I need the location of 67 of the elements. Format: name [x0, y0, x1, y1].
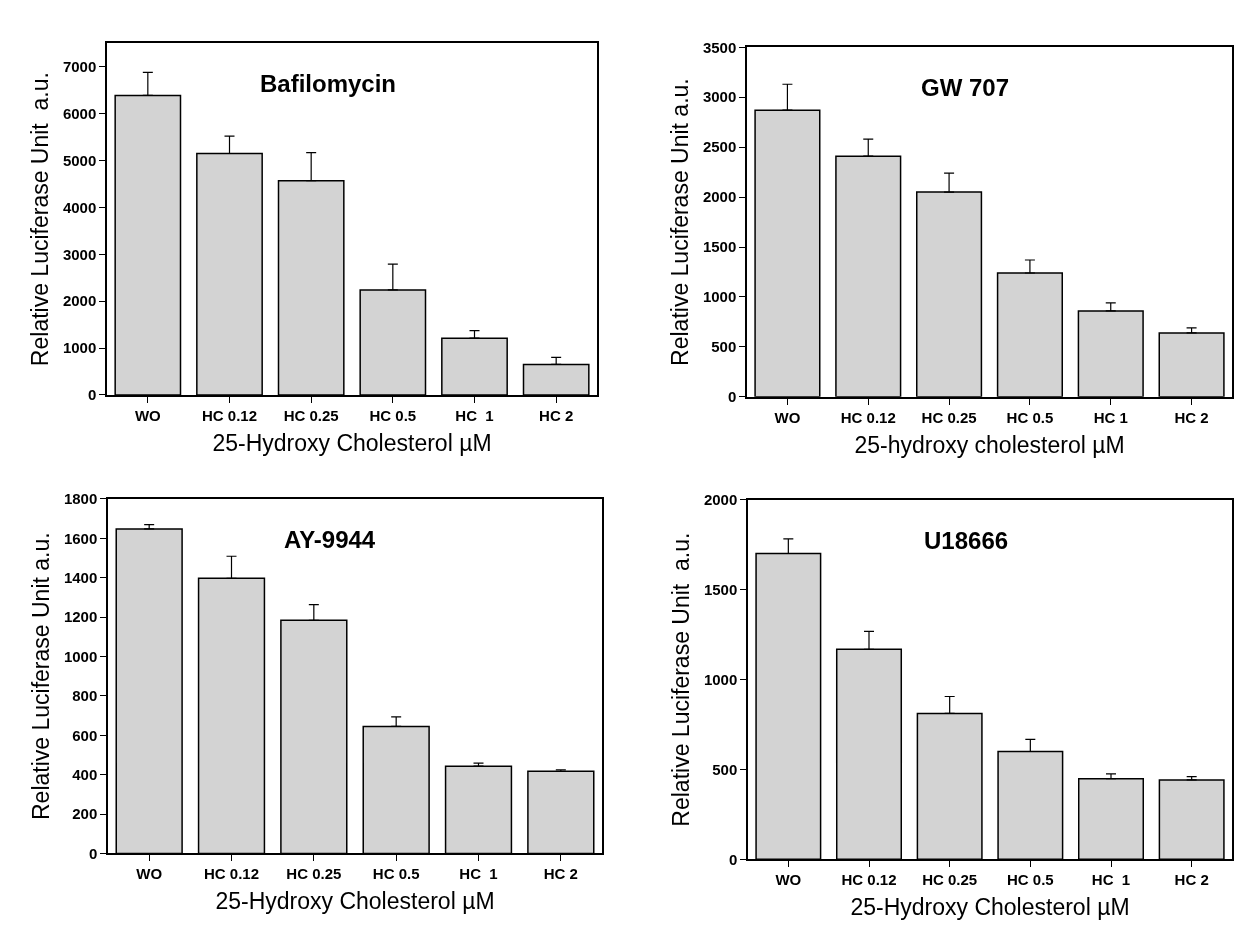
y-tick-label: 1500 [702, 238, 737, 256]
y-tick-label: 1600 [63, 529, 98, 547]
y-tick-label: 1200 [63, 608, 98, 626]
x-tick-label: HC 0.5 [369, 406, 417, 424]
text: Bafilomycin [260, 70, 397, 97]
y-tick-label: 3500 [702, 38, 737, 56]
y-tick-label: 3000 [702, 88, 737, 106]
x-tick-label: HC 2 [1174, 408, 1209, 426]
y-tick-label: 1000 [703, 670, 738, 688]
y-tick-label: 2000 [62, 292, 97, 310]
y-tick-label: 1000 [702, 288, 737, 306]
y-tick-label: 2000 [703, 491, 738, 509]
x-tick-label: HC 2 [539, 406, 574, 424]
x-tick-label: HC 0.25 [286, 865, 342, 883]
y-tick-label: 500 [712, 760, 738, 778]
x-tick-label: HC 0.12 [201, 406, 258, 424]
y-tick-label: 7000 [62, 58, 97, 76]
y-tick-label: 0 [87, 386, 97, 404]
x-tick-label: WO [775, 871, 802, 889]
x-tick-label: HC 0.25 [922, 871, 978, 889]
x-tick-label: HC 1 [1091, 871, 1131, 889]
y-tick-label: 4000 [62, 198, 97, 216]
x-tick-label: HC 0.25 [921, 408, 977, 426]
y-tick-label: 1800 [63, 490, 98, 508]
y-axis-title: Relative Luciferase Unit a.u. [666, 78, 693, 366]
x-tick-label: HC 1 [455, 406, 494, 424]
x-tick-label: HC 2 [1174, 871, 1209, 889]
y-tick-label: 1500 [703, 581, 738, 599]
x-tick-label: WO [136, 865, 163, 883]
y-tick-label: 500 [711, 338, 737, 356]
x-tick-label: HC 0.12 [840, 408, 896, 426]
x-tick-label: HC 1 [1093, 408, 1128, 426]
x-tick-label: HC 1 [459, 865, 498, 883]
text: U18666 [924, 527, 1009, 554]
y-tick-label: 0 [88, 844, 98, 862]
y-tick-label: 1400 [63, 568, 98, 586]
x-tick-label: HC 0.12 [203, 865, 260, 883]
text: GW 707 [921, 74, 1010, 101]
x-tick-label: WO [774, 408, 801, 426]
y-tick-label: 2000 [702, 188, 737, 206]
y-tick-label: 400 [72, 765, 98, 783]
y-tick-label: 5000 [62, 151, 97, 169]
x-axis-title: 25-hydroxy cholesterol µM [854, 431, 1125, 458]
y-tick-label: 0 [727, 388, 737, 406]
x-tick-label: HC 0.5 [372, 865, 420, 883]
y-tick-label: 3000 [62, 245, 97, 263]
y-tick-label: 6000 [62, 104, 97, 122]
y-axis-title: Relative Luciferase Unit a.u. [26, 72, 53, 367]
y-tick-label: 200 [72, 805, 98, 823]
x-tick-label: HC 0.25 [283, 406, 339, 424]
y-tick-label: 600 [72, 726, 98, 744]
y-tick-label: 2500 [702, 138, 737, 156]
y-tick-label: 800 [72, 687, 98, 705]
y-tick-label: 0 [728, 850, 738, 868]
y-tick-label: 1000 [63, 647, 98, 665]
y-tick-label: 1000 [62, 339, 97, 357]
text: AY-9944 [284, 526, 376, 553]
x-axis-title: 25-Hydroxy Cholesterol µM [212, 429, 492, 456]
x-tick-label: WO [134, 406, 162, 424]
x-axis-title: 25-Hydroxy Cholesterol µM [215, 888, 495, 915]
x-tick-label: HC 0.5 [1006, 871, 1054, 889]
x-tick-label: HC 0.5 [1006, 408, 1054, 426]
y-axis-title: Relative Luciferase Unit a.u. [27, 532, 54, 821]
y-axis-title: Relative Luciferase Unit a.u. [667, 532, 694, 827]
x-axis-title: 25-Hydroxy Cholesterol µM [850, 894, 1130, 921]
x-tick-label: HC 2 [543, 865, 578, 883]
x-tick-label: HC 0.12 [841, 871, 897, 889]
